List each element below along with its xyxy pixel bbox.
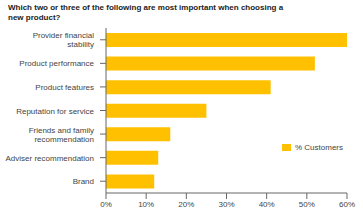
svg-text:50%: 50% [299, 200, 315, 209]
svg-text:Adviser recommendation: Adviser recommendation [8, 154, 94, 163]
svg-text:60%: 60% [339, 200, 355, 209]
svg-text:Friends and familyrecommendati: Friends and familyrecommendation [29, 126, 94, 144]
svg-text:0%: 0% [100, 200, 112, 209]
svg-text:30%: 30% [218, 200, 234, 209]
svg-text:Product features: Product features [35, 83, 94, 92]
svg-text:40%: 40% [259, 200, 275, 209]
html-text:new product?: new product? [8, 13, 61, 22]
svg-text:Provider financialstability: Provider financialstability [33, 31, 95, 49]
html-text:% Customers: % Customers [295, 143, 343, 152]
svg-text:Reputation for service: Reputation for service [16, 107, 94, 116]
svg-text:Brand: Brand [73, 177, 94, 186]
svg-text:Product performance: Product performance [19, 59, 94, 68]
svg-text:20%: 20% [178, 200, 194, 209]
svg-text:10%: 10% [138, 200, 154, 209]
html-text:Which two or three of the foll: Which two or three of the following are … [8, 3, 284, 12]
